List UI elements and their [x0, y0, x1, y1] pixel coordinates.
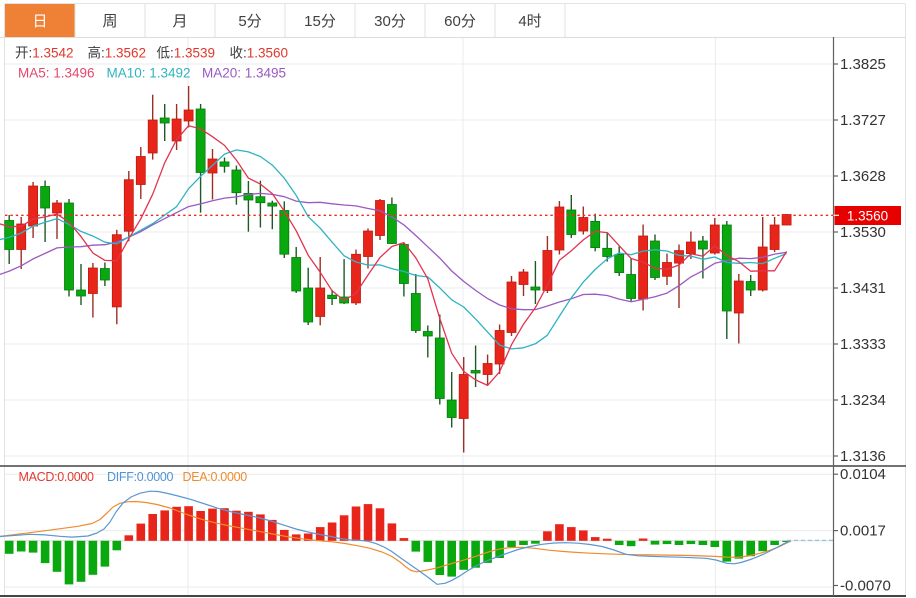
- svg-text:1.3136: 1.3136: [840, 448, 886, 465]
- svg-text:0.0104: 0.0104: [840, 466, 886, 483]
- svg-text:1.3727: 1.3727: [840, 112, 886, 129]
- svg-text:15分: 15分: [304, 13, 336, 30]
- svg-text:1.3530: 1.3530: [840, 224, 886, 241]
- svg-text:0.0017: 0.0017: [840, 523, 886, 540]
- svg-text:MA5: 1.3496: MA5: 1.3496: [18, 66, 95, 81]
- svg-text:1.3825: 1.3825: [840, 56, 886, 73]
- svg-text:1.3560: 1.3560: [847, 208, 888, 223]
- svg-text:5分: 5分: [238, 13, 261, 30]
- svg-text:-0.0070: -0.0070: [840, 578, 891, 595]
- svg-text:DEA:0.0000: DEA:0.0000: [183, 470, 248, 484]
- svg-text:1.3628: 1.3628: [840, 168, 886, 185]
- svg-text:开:1.3542: 开:1.3542: [15, 46, 74, 61]
- svg-text:MA10: 1.3492: MA10: 1.3492: [107, 66, 191, 81]
- svg-text:低:1.3539: 低:1.3539: [157, 46, 216, 61]
- svg-text:MA20: 1.3495: MA20: 1.3495: [202, 66, 286, 81]
- svg-text:1.3333: 1.3333: [840, 336, 886, 353]
- svg-text:周: 周: [102, 13, 117, 30]
- svg-text:日: 日: [32, 13, 47, 30]
- svg-text:1.3431: 1.3431: [840, 280, 886, 297]
- svg-text:30分: 30分: [374, 13, 406, 30]
- svg-text:MACD:0.0000: MACD:0.0000: [19, 470, 95, 484]
- svg-text:高:1.3562: 高:1.3562: [88, 45, 147, 61]
- svg-text:收:1.3560: 收:1.3560: [230, 46, 289, 61]
- svg-text:月: 月: [172, 13, 187, 30]
- svg-text:4时: 4时: [518, 13, 541, 30]
- svg-text:60分: 60分: [444, 13, 476, 30]
- svg-text:1.3234: 1.3234: [840, 392, 886, 409]
- svg-text:DIFF:0.0000: DIFF:0.0000: [107, 470, 174, 484]
